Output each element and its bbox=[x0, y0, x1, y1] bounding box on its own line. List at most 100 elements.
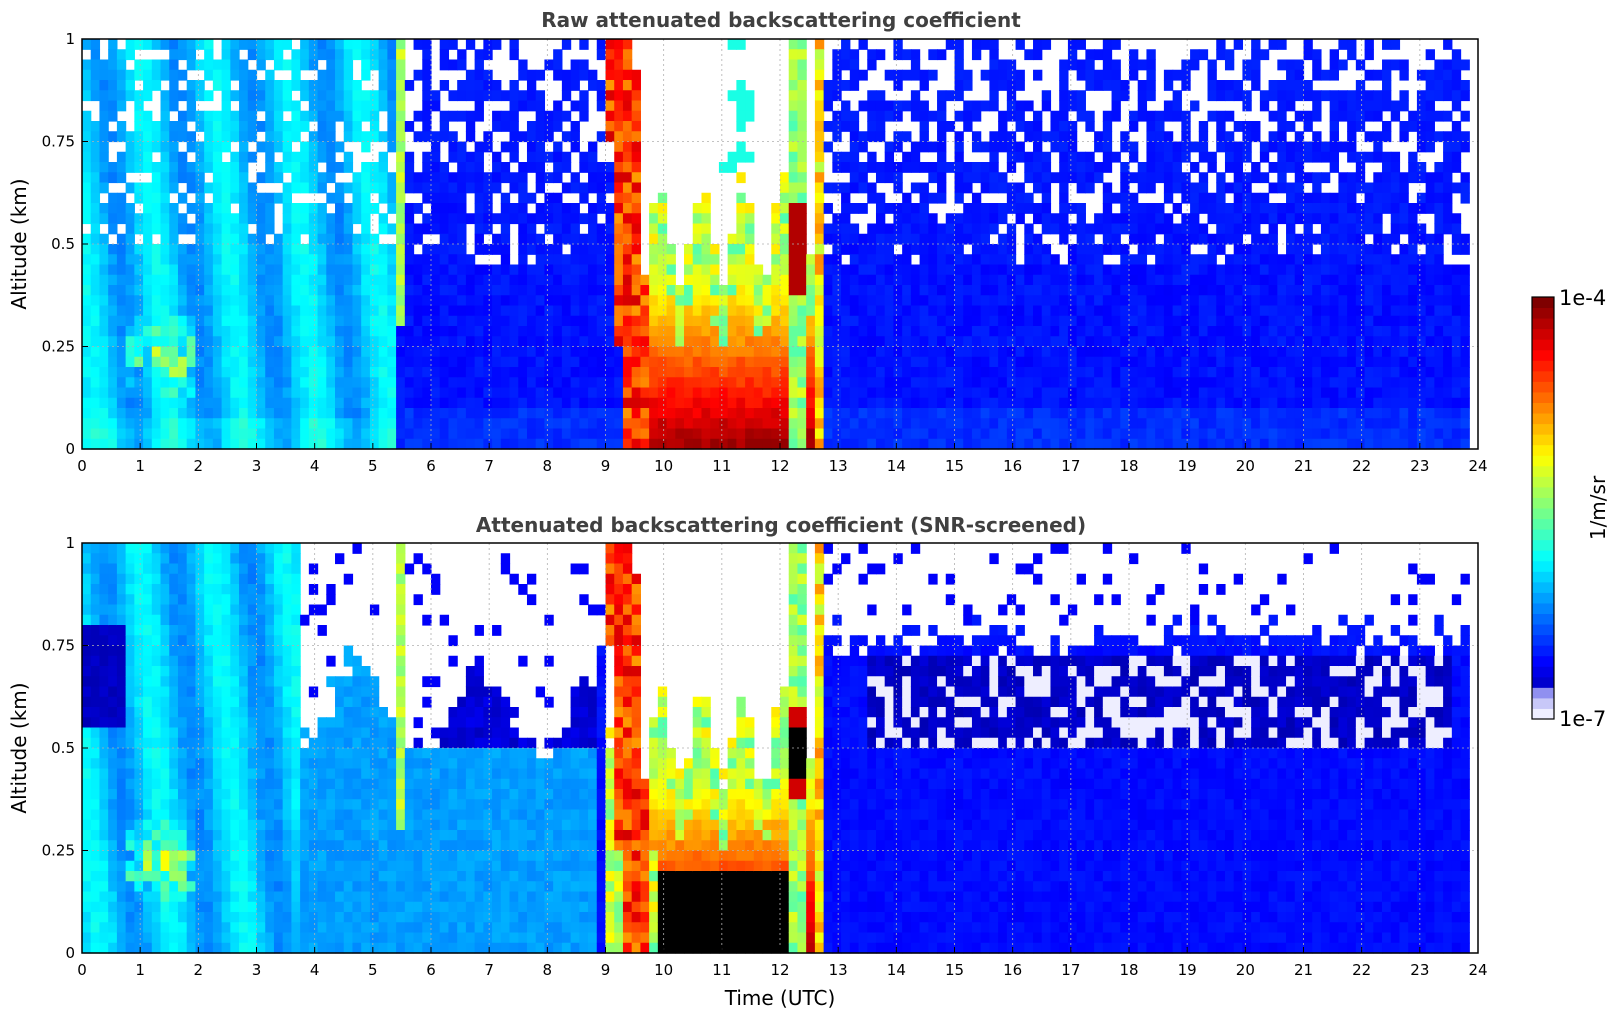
heatmap-cell bbox=[1120, 162, 1130, 173]
heatmap-cell bbox=[326, 305, 336, 317]
heatmap-cell bbox=[1408, 254, 1418, 266]
heatmap-cell bbox=[596, 131, 607, 143]
heatmap-cell bbox=[160, 367, 170, 378]
heatmap-cell bbox=[998, 397, 1008, 409]
heatmap-cell bbox=[1251, 203, 1261, 214]
heatmap-cell bbox=[1390, 418, 1401, 430]
heatmap-cell bbox=[308, 418, 319, 430]
heatmap-cell bbox=[710, 346, 720, 358]
heatmap-cell bbox=[806, 367, 816, 378]
heatmap-cell bbox=[273, 244, 284, 255]
heatmap-cell bbox=[1259, 264, 1270, 276]
heatmap-cell bbox=[588, 223, 598, 235]
heatmap-cell bbox=[387, 131, 397, 143]
heatmap-cell bbox=[1224, 203, 1235, 214]
heatmap-cell bbox=[605, 377, 615, 389]
heatmap-cell bbox=[1146, 49, 1156, 61]
heatmap-cell bbox=[989, 418, 999, 430]
heatmap-cell bbox=[640, 408, 650, 419]
heatmap-cell bbox=[186, 39, 197, 50]
heatmap-cell bbox=[570, 295, 580, 307]
heatmap-cell bbox=[797, 59, 807, 71]
heatmap-cell bbox=[622, 356, 633, 368]
heatmap-cell bbox=[1094, 295, 1104, 307]
heatmap-cell bbox=[465, 213, 476, 225]
heatmap-cell bbox=[509, 110, 519, 122]
heatmap-cell bbox=[945, 428, 956, 440]
heatmap-cell bbox=[1416, 274, 1427, 286]
heatmap-cell bbox=[1190, 254, 1200, 266]
heatmap-cell bbox=[308, 326, 319, 337]
heatmap-cell bbox=[875, 223, 886, 235]
heatmap-cell bbox=[797, 264, 807, 276]
heatmap-cell bbox=[614, 254, 624, 266]
heatmap-cell bbox=[1181, 336, 1191, 348]
heatmap-cell bbox=[622, 172, 633, 184]
heatmap-cell bbox=[134, 367, 144, 378]
heatmap-cell bbox=[788, 326, 799, 337]
heatmap-cell bbox=[143, 233, 153, 245]
heatmap-cell bbox=[300, 39, 310, 50]
heatmap-cell bbox=[963, 182, 973, 194]
heatmap-cell bbox=[282, 59, 292, 71]
heatmap-cell bbox=[1190, 182, 1200, 194]
heatmap-cell bbox=[457, 90, 467, 102]
heatmap-cell bbox=[335, 315, 345, 327]
heatmap-cell bbox=[483, 336, 493, 348]
heatmap-cell bbox=[1076, 69, 1086, 81]
heatmap-cell bbox=[823, 367, 833, 378]
heatmap-cell bbox=[1067, 336, 1078, 348]
heatmap-cell bbox=[177, 418, 188, 430]
heatmap-cell bbox=[1347, 192, 1357, 204]
heatmap-cell bbox=[1216, 367, 1226, 378]
heatmap-cell bbox=[361, 49, 371, 61]
heatmap-cell bbox=[326, 69, 336, 81]
heatmap-cell bbox=[1224, 418, 1235, 430]
heatmap-cell bbox=[291, 264, 301, 276]
heatmap-cell bbox=[841, 377, 851, 389]
heatmap-cell bbox=[99, 285, 109, 296]
heatmap-cell bbox=[1251, 172, 1261, 184]
heatmap-cell bbox=[335, 438, 345, 450]
heatmap-cell bbox=[1111, 192, 1121, 204]
heatmap-cell bbox=[631, 172, 641, 184]
heatmap-cell bbox=[1111, 274, 1121, 286]
heatmap-cell bbox=[1338, 346, 1348, 358]
heatmap-cell bbox=[1312, 254, 1322, 266]
heatmap-cell bbox=[474, 223, 484, 235]
heatmap-cell bbox=[439, 397, 450, 409]
heatmap-cell bbox=[474, 346, 484, 358]
heatmap-cell bbox=[1102, 326, 1113, 337]
heatmap-cell bbox=[684, 438, 694, 450]
heatmap-cell bbox=[649, 264, 659, 276]
heatmap-cell bbox=[108, 285, 118, 296]
heatmap-cell bbox=[239, 141, 249, 153]
heatmap-cell bbox=[457, 367, 467, 378]
heatmap-cell bbox=[971, 346, 982, 358]
heatmap-cell bbox=[448, 274, 458, 286]
heatmap-cell bbox=[561, 80, 572, 91]
heatmap-cell bbox=[945, 336, 956, 348]
heatmap-cell bbox=[1251, 39, 1261, 50]
heatmap-cell bbox=[387, 59, 397, 71]
heatmap-cell bbox=[108, 131, 118, 143]
heatmap-cell bbox=[875, 254, 886, 266]
heatmap-cell bbox=[1120, 244, 1130, 255]
heatmap-cell bbox=[841, 315, 851, 327]
heatmap-cell bbox=[849, 203, 860, 214]
heatmap-cell bbox=[177, 213, 188, 225]
heatmap-cell bbox=[622, 182, 633, 194]
heatmap-cell bbox=[1085, 315, 1095, 327]
heatmap-cell bbox=[553, 121, 563, 132]
heatmap-cell bbox=[736, 244, 746, 255]
heatmap-cell bbox=[431, 428, 441, 440]
heatmap-cell bbox=[509, 172, 519, 184]
heatmap-cell bbox=[1277, 418, 1287, 430]
heatmap-cell bbox=[797, 69, 807, 81]
heatmap-cell bbox=[780, 223, 790, 235]
heatmap-cell bbox=[1033, 285, 1043, 296]
heatmap-cell bbox=[692, 244, 703, 255]
heatmap-cell bbox=[1163, 254, 1174, 266]
heatmap-cell bbox=[474, 336, 484, 348]
heatmap-cell bbox=[1373, 203, 1383, 214]
